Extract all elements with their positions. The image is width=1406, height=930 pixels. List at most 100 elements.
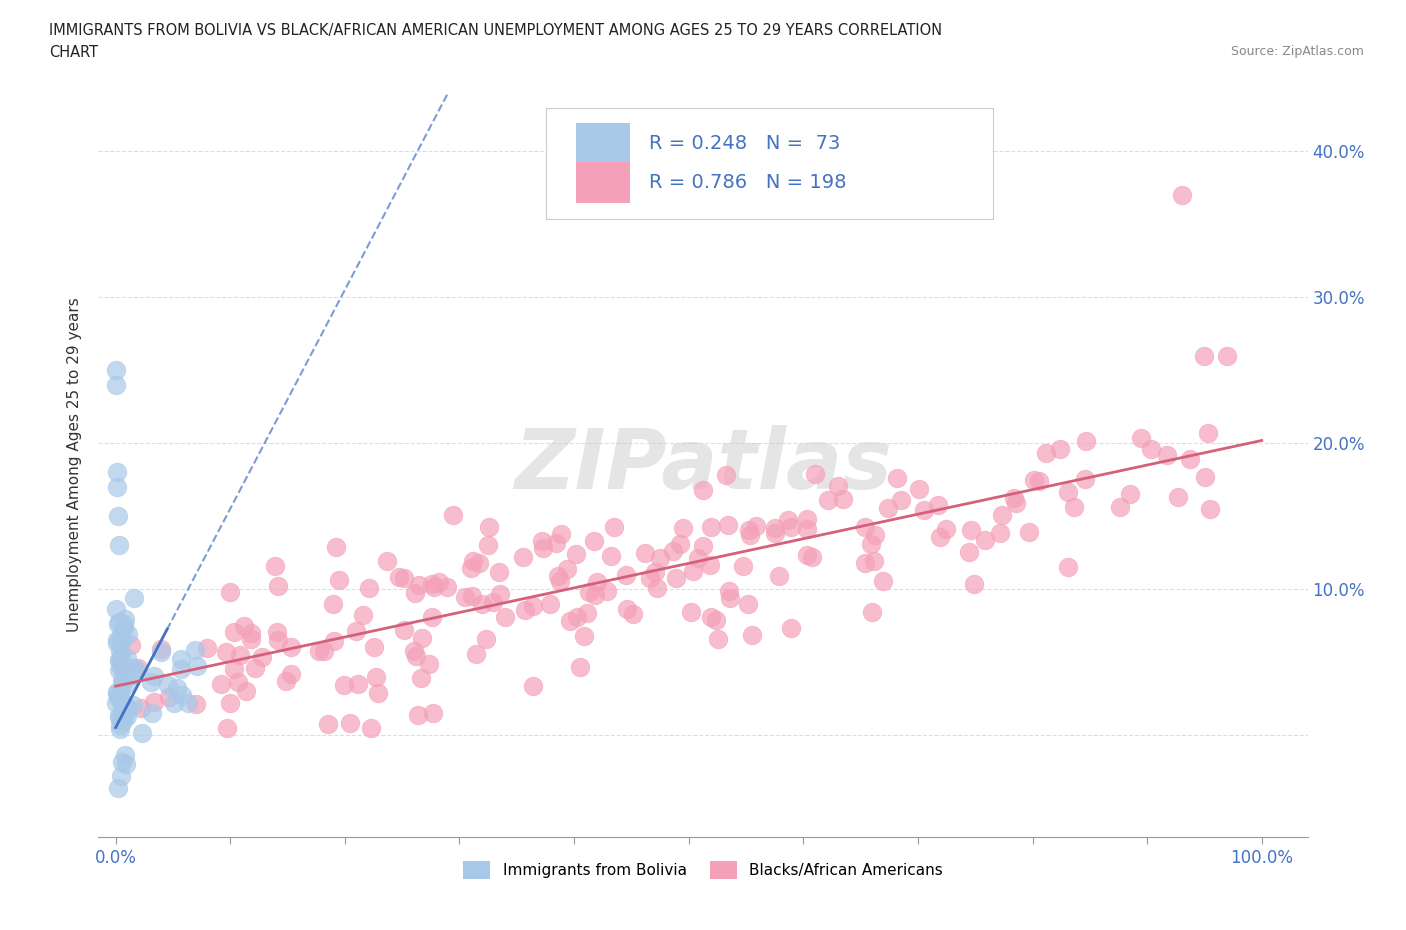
Point xyxy=(614,567,637,582)
Point xyxy=(929,530,952,545)
Point xyxy=(388,569,411,584)
Point xyxy=(322,596,344,611)
Point xyxy=(538,596,561,611)
Point xyxy=(163,696,186,711)
Point xyxy=(143,695,166,710)
Point xyxy=(634,546,657,561)
Point xyxy=(1178,452,1201,467)
FancyBboxPatch shape xyxy=(546,108,993,219)
Point xyxy=(973,533,995,548)
Point xyxy=(157,690,180,705)
Point xyxy=(263,558,285,573)
Point xyxy=(105,465,128,480)
Point xyxy=(621,606,644,621)
Point xyxy=(714,467,737,482)
Point xyxy=(475,632,498,647)
Point xyxy=(647,580,669,595)
Point xyxy=(494,610,516,625)
Point xyxy=(352,607,374,622)
Point xyxy=(314,644,336,658)
Point xyxy=(367,686,389,701)
Point xyxy=(863,527,886,542)
Point xyxy=(359,580,381,595)
Point xyxy=(547,569,569,584)
Point xyxy=(616,602,638,617)
Point xyxy=(129,701,152,716)
Point xyxy=(853,555,876,570)
Point xyxy=(195,641,218,656)
Point xyxy=(110,635,132,650)
Point xyxy=(555,562,578,577)
Point xyxy=(831,492,853,507)
Point xyxy=(328,573,350,588)
Point xyxy=(125,663,148,678)
Point xyxy=(107,617,129,631)
Point xyxy=(692,483,714,498)
Point xyxy=(117,700,139,715)
Point xyxy=(333,678,356,693)
Point xyxy=(112,617,135,631)
Point xyxy=(363,640,385,655)
Point xyxy=(912,502,935,517)
Point xyxy=(110,628,132,643)
Point xyxy=(347,676,370,691)
Point xyxy=(1194,470,1216,485)
Point xyxy=(267,578,290,593)
Point xyxy=(699,557,721,572)
Point xyxy=(863,554,886,569)
Point xyxy=(583,588,606,603)
Point xyxy=(131,725,153,740)
Point xyxy=(420,610,443,625)
Point xyxy=(860,604,883,619)
Point xyxy=(108,718,131,733)
Point xyxy=(1028,473,1050,488)
Point xyxy=(1002,491,1025,506)
Point xyxy=(250,649,273,664)
Point xyxy=(217,720,239,735)
Point xyxy=(460,588,482,603)
Point xyxy=(111,675,134,690)
Point xyxy=(111,705,134,720)
Point xyxy=(665,570,688,585)
Point xyxy=(105,635,128,650)
Point xyxy=(170,687,193,702)
Point xyxy=(853,519,876,534)
Point xyxy=(596,583,619,598)
Point xyxy=(110,659,132,674)
Text: R = 0.248   N =  73: R = 0.248 N = 73 xyxy=(648,134,839,153)
Point xyxy=(239,632,262,647)
Legend: Immigrants from Bolivia, Blacks/African Americans: Immigrants from Bolivia, Blacks/African … xyxy=(457,856,949,885)
Point xyxy=(804,466,827,481)
Point xyxy=(344,624,367,639)
Point xyxy=(441,508,464,523)
Point xyxy=(115,756,138,771)
Point xyxy=(209,676,232,691)
Point xyxy=(763,521,786,536)
Point xyxy=(108,615,131,630)
Point xyxy=(117,627,139,642)
Point xyxy=(108,721,131,736)
Point xyxy=(1004,496,1026,511)
Point xyxy=(602,519,624,534)
Point xyxy=(907,482,929,497)
Point xyxy=(108,652,131,667)
Point xyxy=(360,720,382,735)
Point xyxy=(586,575,609,590)
Point xyxy=(308,644,330,658)
Point xyxy=(741,628,763,643)
Point xyxy=(872,574,894,589)
Point xyxy=(177,696,200,711)
Point xyxy=(1018,525,1040,539)
Point xyxy=(408,707,430,722)
Point xyxy=(572,629,595,644)
Point xyxy=(738,523,761,538)
Point xyxy=(402,644,425,658)
Point xyxy=(578,585,600,600)
Point xyxy=(522,678,544,693)
Point xyxy=(1170,188,1192,203)
Point xyxy=(564,547,586,562)
Point xyxy=(453,590,475,604)
Point xyxy=(111,658,134,673)
Point xyxy=(339,715,361,730)
Point xyxy=(427,574,450,589)
